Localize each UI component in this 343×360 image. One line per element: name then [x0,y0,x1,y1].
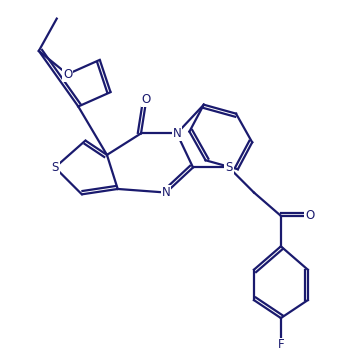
Text: O: O [63,68,72,81]
Text: O: O [142,93,151,106]
Text: S: S [51,161,59,174]
Text: O: O [305,210,314,222]
Text: F: F [277,338,284,351]
Text: N: N [162,186,170,199]
Text: S: S [225,161,233,174]
Text: N: N [173,127,181,140]
